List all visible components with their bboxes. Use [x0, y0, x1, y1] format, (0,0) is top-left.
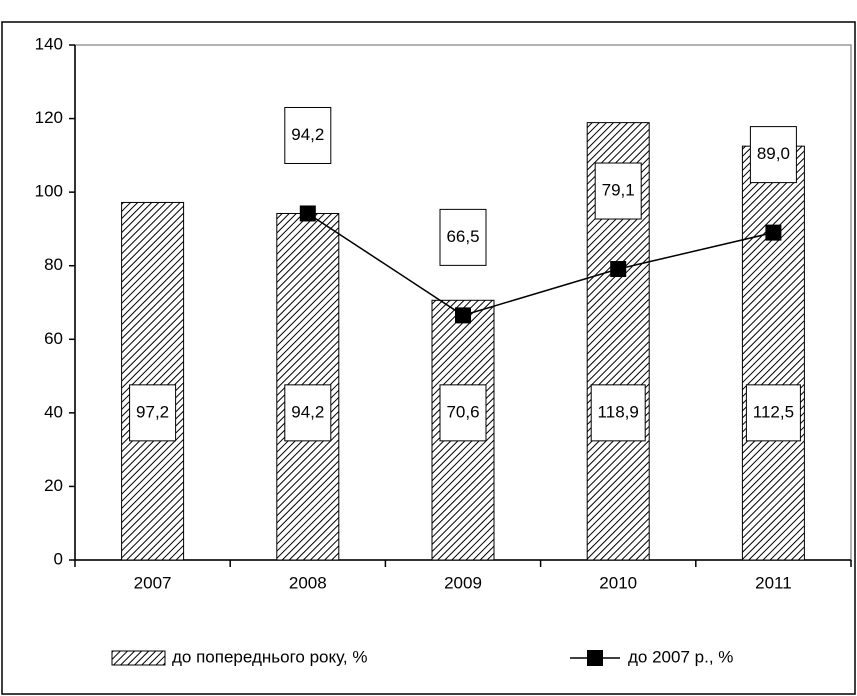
y-tick-label: 80 — [44, 255, 63, 274]
y-tick-label: 140 — [35, 34, 63, 53]
data-label-box — [284, 106, 332, 164]
marker — [610, 261, 627, 278]
legend-label: до попереднього року, % — [172, 647, 367, 666]
data-label-box — [439, 384, 487, 442]
x-tick-label: 2010 — [599, 573, 637, 592]
data-label-box — [129, 384, 177, 442]
x-tick-label: 2007 — [134, 573, 172, 592]
y-tick-label: 20 — [44, 476, 63, 495]
y-tick-label: 100 — [35, 182, 63, 201]
data-label: 79,1 — [602, 181, 635, 200]
data-label: 89,0 — [757, 144, 790, 163]
bar — [741, 145, 805, 561]
data-label-box — [590, 384, 646, 442]
marker — [455, 307, 471, 324]
data-label-box — [745, 384, 801, 442]
x-tick-label: 2011 — [755, 573, 792, 592]
data-label: 66,5 — [446, 227, 479, 246]
data-label: 112,5 — [753, 402, 794, 421]
x-tick-label: 2008 — [289, 573, 327, 592]
y-tick-label: 60 — [44, 329, 63, 348]
data-label: 94,2 — [291, 125, 324, 144]
bar — [121, 201, 185, 561]
marker — [765, 224, 782, 241]
data-label-box — [594, 162, 642, 220]
y-tick-label: 0 — [54, 549, 63, 568]
data-label-box — [284, 384, 332, 442]
legend-swatch — [111, 650, 166, 666]
legend-label: до 2007 р., % — [628, 647, 733, 666]
x-tick-label: 2009 — [444, 573, 482, 592]
marker — [299, 205, 316, 222]
data-label: 94,2 — [291, 402, 324, 421]
data-label-box — [749, 126, 797, 184]
y-tick-label: 40 — [44, 402, 63, 421]
data-label-box — [439, 208, 487, 266]
data-label: 118,9 — [598, 402, 639, 421]
data-label: 70,6 — [446, 402, 479, 421]
legend-marker — [587, 650, 603, 666]
y-tick-label: 120 — [35, 108, 63, 127]
line — [307, 212, 774, 317]
data-label: 97,2 — [136, 402, 169, 421]
